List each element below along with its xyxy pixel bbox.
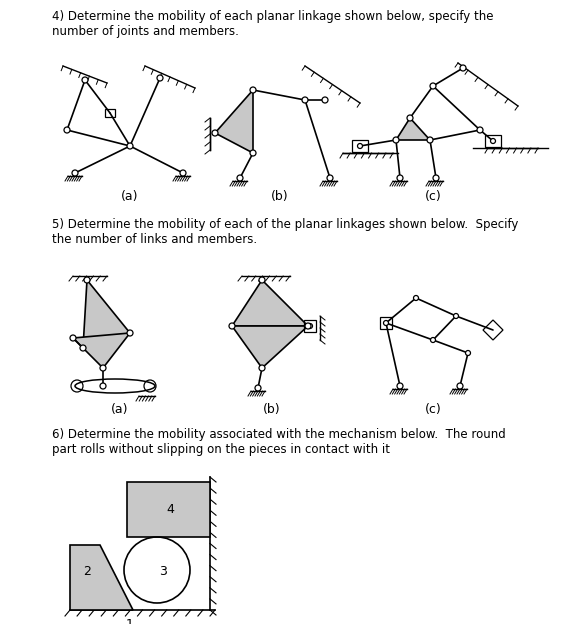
Circle shape	[255, 385, 261, 391]
Circle shape	[157, 75, 163, 81]
Circle shape	[127, 143, 133, 149]
Circle shape	[250, 87, 256, 93]
Circle shape	[414, 296, 419, 301]
Circle shape	[433, 175, 439, 181]
Circle shape	[82, 77, 88, 83]
Circle shape	[466, 351, 471, 356]
Circle shape	[454, 313, 459, 318]
Polygon shape	[73, 333, 130, 368]
Text: 5) Determine the mobility of each of the planar linkages shown below.  Specify
t: 5) Determine the mobility of each of the…	[52, 218, 518, 246]
Text: (a): (a)	[121, 190, 139, 203]
Text: 3: 3	[159, 565, 167, 578]
Circle shape	[64, 127, 70, 133]
Text: 2: 2	[83, 565, 91, 578]
Circle shape	[358, 144, 363, 149]
Circle shape	[322, 97, 328, 103]
Circle shape	[397, 175, 403, 181]
Text: 4) Determine the mobility of each planar linkage shown below, specify the
number: 4) Determine the mobility of each planar…	[52, 10, 493, 38]
Circle shape	[80, 345, 86, 351]
Circle shape	[427, 137, 433, 143]
Text: (b): (b)	[263, 403, 281, 416]
Polygon shape	[232, 280, 308, 326]
Text: (c): (c)	[425, 190, 441, 203]
Bar	[352, 140, 368, 152]
Circle shape	[100, 383, 106, 389]
Circle shape	[477, 127, 483, 133]
Circle shape	[212, 130, 218, 136]
Circle shape	[327, 175, 333, 181]
Circle shape	[305, 323, 311, 329]
Polygon shape	[83, 280, 130, 348]
Circle shape	[259, 277, 265, 283]
Circle shape	[259, 365, 265, 371]
Circle shape	[302, 97, 308, 103]
Circle shape	[250, 150, 256, 156]
Circle shape	[460, 65, 466, 71]
Polygon shape	[127, 482, 210, 537]
Circle shape	[84, 277, 90, 283]
Text: (a): (a)	[111, 403, 129, 416]
Circle shape	[180, 170, 186, 176]
Circle shape	[127, 330, 133, 336]
Text: 6) Determine the mobility associated with the mechanism below.  The round
part r: 6) Determine the mobility associated wit…	[52, 428, 506, 456]
Circle shape	[237, 175, 243, 181]
Bar	[105, 109, 115, 117]
Circle shape	[72, 170, 78, 176]
Polygon shape	[215, 90, 253, 153]
Bar	[485, 135, 501, 147]
Circle shape	[70, 335, 76, 341]
Bar	[380, 317, 392, 329]
Circle shape	[490, 139, 496, 144]
Circle shape	[100, 365, 106, 371]
Circle shape	[431, 338, 436, 343]
Circle shape	[430, 83, 436, 89]
Polygon shape	[232, 326, 308, 368]
Bar	[304, 320, 316, 332]
Polygon shape	[396, 118, 430, 140]
Text: 4: 4	[166, 503, 174, 516]
Circle shape	[307, 323, 312, 328]
Circle shape	[407, 115, 413, 121]
Polygon shape	[70, 545, 133, 610]
Circle shape	[229, 323, 235, 329]
Circle shape	[393, 137, 399, 143]
Circle shape	[397, 383, 403, 389]
Circle shape	[457, 383, 463, 389]
Text: (b): (b)	[271, 190, 289, 203]
Text: (c): (c)	[425, 403, 441, 416]
Circle shape	[384, 321, 389, 326]
Text: 1: 1	[126, 618, 134, 624]
